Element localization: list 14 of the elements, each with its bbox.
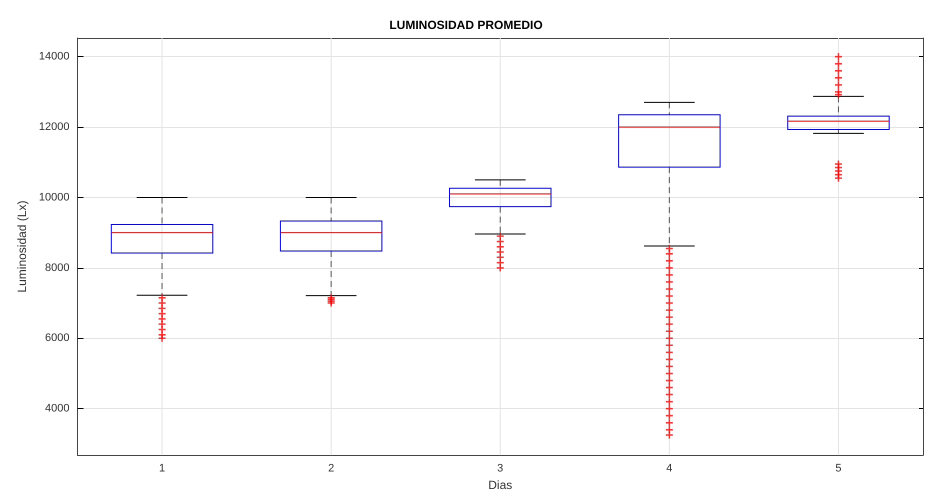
y-axis-title: Luminosidad (Lx): [15, 200, 29, 293]
x-tick-label: 5: [835, 462, 842, 475]
y-tick-label: 4000: [45, 402, 70, 415]
x-tick-label: 1: [158, 462, 166, 475]
x-axis-title: Dias: [488, 478, 512, 492]
y-tick-label: 14000: [38, 50, 70, 63]
x-tick-label: 2: [328, 462, 334, 475]
chart-title: LUMINOSIDAD PROMEDIO: [389, 18, 543, 32]
x-tick-label: 3: [497, 462, 504, 475]
y-tick-label: 12000: [38, 121, 70, 134]
x-tick-label: 4: [666, 462, 672, 475]
y-tick-label: 6000: [45, 332, 70, 344]
y-tick-label: 10000: [38, 191, 70, 204]
y-tick-label: 8000: [45, 262, 70, 274]
